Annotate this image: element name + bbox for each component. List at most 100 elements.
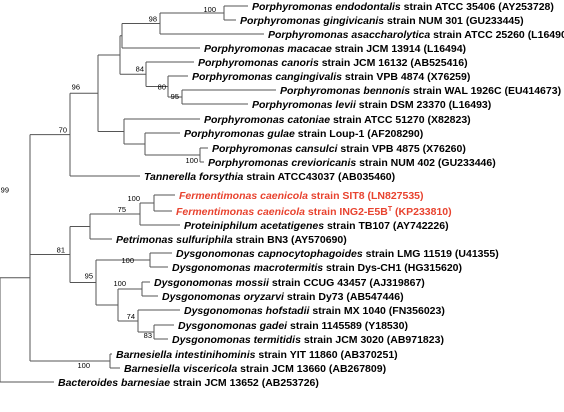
bootstrap-value: 70 — [59, 126, 67, 135]
bootstrap-value: 95 — [171, 92, 179, 101]
species-name: Proteiniphilum acetatigenes — [184, 220, 324, 232]
species-name: Porphyromonas gingivicanis — [240, 15, 384, 27]
bootstrap-value: 80 — [158, 83, 166, 92]
strain-name: strain CCUG 43457 (AJ319867) — [269, 277, 425, 289]
strain-name: strain Dy73 (AB547446) — [284, 291, 404, 303]
taxon-label: Dysgonomonas termitidis strain JCM 3020 … — [172, 334, 444, 346]
taxon-label: Porphyromonas levii strain DSM 23370 (L1… — [252, 99, 491, 111]
strain-name: strain NUM 402 (GU233446) — [356, 157, 495, 169]
species-name: Fermentimonas caenicola — [176, 206, 305, 218]
species-name: Tannerella forsythia — [144, 171, 244, 183]
bootstrap-value: 96 — [72, 82, 80, 91]
species-name: Dysgonomonas capnocytophagoides — [176, 248, 363, 260]
species-name: Porphyromonas canoris — [198, 57, 319, 69]
strain-name: strain Loup-1 (AF208290) — [295, 128, 423, 140]
bootstrap-value: 100 — [77, 361, 90, 370]
bootstrap-value: 74 — [127, 312, 135, 321]
strain-name: strain NUM 301 (GU233445) — [384, 15, 523, 27]
type-strain-mark: T — [388, 206, 393, 213]
taxon-label: Dysgonomonas macrotermitis strain Dys-CH… — [172, 262, 462, 274]
strain-name: strain YIT 11860 (AB370251) — [255, 349, 397, 361]
bootstrap-value: 100 — [185, 156, 198, 165]
species-name: Dysgonomonas macrotermitis — [172, 262, 323, 274]
taxon-label: Bacteroides barnesiae strain JCM 13652 (… — [58, 377, 319, 389]
species-name: Dysgonomonas hofstadii — [184, 305, 311, 317]
species-name: Barnesiella intestinihominis — [116, 349, 256, 361]
tree-branches — [0, 5, 276, 383]
taxon-label: Barnesiella viscericola strain JCM 13660… — [124, 363, 386, 375]
taxon-label: Proteiniphilum acetatigenes strain TB107… — [184, 220, 449, 232]
taxon-label: Dysgonomonas oryzarvi strain Dy73 (AB547… — [162, 291, 404, 303]
bootstrap-value: 100 — [121, 256, 134, 265]
accession-number: (KP233810) — [392, 206, 452, 218]
species-name: Porphyromonas cansulci — [212, 143, 339, 155]
taxon-label: Petrimonas sulfuriphila strain BN3 (AY57… — [116, 234, 347, 246]
species-name: Barnesiella viscericola — [124, 363, 237, 375]
species-name: Petrimonas sulfuriphila — [116, 234, 233, 246]
bootstrap-values: 1009895808410096701007510010083749581991… — [1, 5, 216, 370]
taxon-label: Fermentimonas caenicola strain SIT8 (LN8… — [179, 190, 424, 202]
species-name: Porphyromonas levii — [252, 99, 357, 111]
species-name: Dysgonomonas termitidis — [172, 334, 301, 346]
strain-name: strain Dys-CH1 (HG315620) — [323, 262, 462, 274]
taxon-label: Barnesiella intestinihominis strain YIT … — [116, 349, 398, 361]
species-name: Bacteroides barnesiae — [58, 377, 170, 389]
species-name: Porphyromonas cangingivalis — [192, 71, 342, 83]
taxon-label: Dysgonomonas mossii strain CCUG 43457 (A… — [154, 277, 425, 289]
strain-name: strain ATCC 51270 (X82823) — [330, 114, 471, 126]
bootstrap-value: 81 — [57, 246, 65, 255]
strain-name: strain SIT8 (LN827535) — [308, 190, 424, 202]
taxon-label: Porphyromonas gulae strain Loup-1 (AF208… — [184, 128, 423, 140]
bootstrap-value: 83 — [144, 331, 152, 340]
taxon-label: Porphyromonas crevioricanis strain NUM 4… — [208, 157, 496, 169]
strain-name: strain MX 1040 (FN356023) — [309, 305, 444, 317]
taxon-label: Porphyromonas asaccharolytica strain ATC… — [268, 29, 564, 41]
strain-name: strain DSM 23370 (L16493) — [356, 99, 491, 111]
taxon-label: Porphyromonas bennonis strain WAL 1926C … — [280, 85, 561, 97]
taxon-label: Fermentimonas caenicola strain ING2-E5BT… — [176, 206, 452, 218]
taxon-label: Porphyromonas macacae strain JCM 13914 (… — [204, 43, 466, 55]
bootstrap-value: 84 — [136, 64, 144, 73]
species-name: Fermentimonas caenicola — [179, 190, 308, 202]
species-name: Dysgonomonas gadei — [178, 320, 288, 332]
species-name: Porphyromonas asaccharolytica — [268, 29, 430, 41]
taxon-label: Porphyromonas cansulci strain VPB 4875 (… — [212, 143, 466, 155]
species-name: Porphyromonas catoniae — [204, 114, 330, 126]
species-name: Dysgonomonas oryzarvi — [162, 291, 285, 303]
species-name: Porphyromonas bennonis — [280, 85, 410, 97]
strain-name: strain JCM 13660 (AB267809) — [237, 363, 386, 375]
species-name: Dysgonomonas mossii — [154, 277, 270, 289]
strain-name: strain JCM 3020 (AB971823) — [301, 334, 444, 346]
strain-name: strain ING2-E5B — [305, 206, 388, 218]
taxon-label: Porphyromonas canoris strain JCM 16132 (… — [198, 57, 468, 69]
strain-name: strain LMG 11519 (U41355) — [363, 248, 499, 260]
bootstrap-value: 100 — [203, 5, 216, 14]
bootstrap-value: 100 — [127, 194, 140, 203]
taxon-label: Dysgonomonas gadei strain 1145589 (Y1853… — [178, 320, 408, 332]
taxon-label: Dysgonomonas capnocytophagoides strain L… — [176, 248, 499, 260]
species-name: Porphyromonas macacae — [204, 43, 332, 55]
taxon-label: Porphyromonas cangingivalis strain VPB 4… — [192, 71, 470, 83]
bootstrap-value: 75 — [118, 205, 126, 214]
strain-name: strain ATCC43037 (AB035460) — [243, 171, 395, 183]
strain-name: strain WAL 1926C (EU414673) — [410, 85, 561, 97]
strain-name: strain JCM 13652 (AB253726) — [170, 377, 319, 389]
taxon-label: Dysgonomonas hofstadii strain MX 1040 (F… — [184, 305, 445, 317]
taxon-label: Porphyromonas gingivicanis strain NUM 30… — [240, 15, 524, 27]
strain-name: strain JCM 13914 (L16494) — [332, 43, 466, 55]
strain-name: strain ATCC 25260 (L16490) — [430, 29, 564, 41]
species-name: Porphyromonas gulae — [184, 128, 295, 140]
taxon-label: Tannerella forsythia strain ATCC43037 (A… — [144, 171, 395, 183]
bootstrap-value: 98 — [149, 15, 157, 24]
bootstrap-value: 99 — [1, 186, 9, 195]
species-name: Porphyromonas crevioricanis — [208, 157, 356, 169]
taxon-labels: Porphyromonas endodontalis strain ATCC 3… — [58, 1, 564, 389]
strain-name: strain VPB 4875 (X76260) — [337, 143, 465, 155]
strain-name: strain 1145589 (Y18530) — [287, 320, 408, 332]
taxon-label: Porphyromonas endodontalis strain ATCC 3… — [252, 1, 554, 13]
strain-name: strain TB107 (AY742226) — [324, 220, 449, 232]
strain-name: strain ATCC 35406 (AY253728) — [401, 1, 554, 13]
taxon-label: Porphyromonas catoniae strain ATCC 51270… — [204, 114, 471, 126]
bootstrap-value: 100 — [113, 279, 126, 288]
strain-name: strain BN3 (AY570690) — [233, 234, 347, 246]
